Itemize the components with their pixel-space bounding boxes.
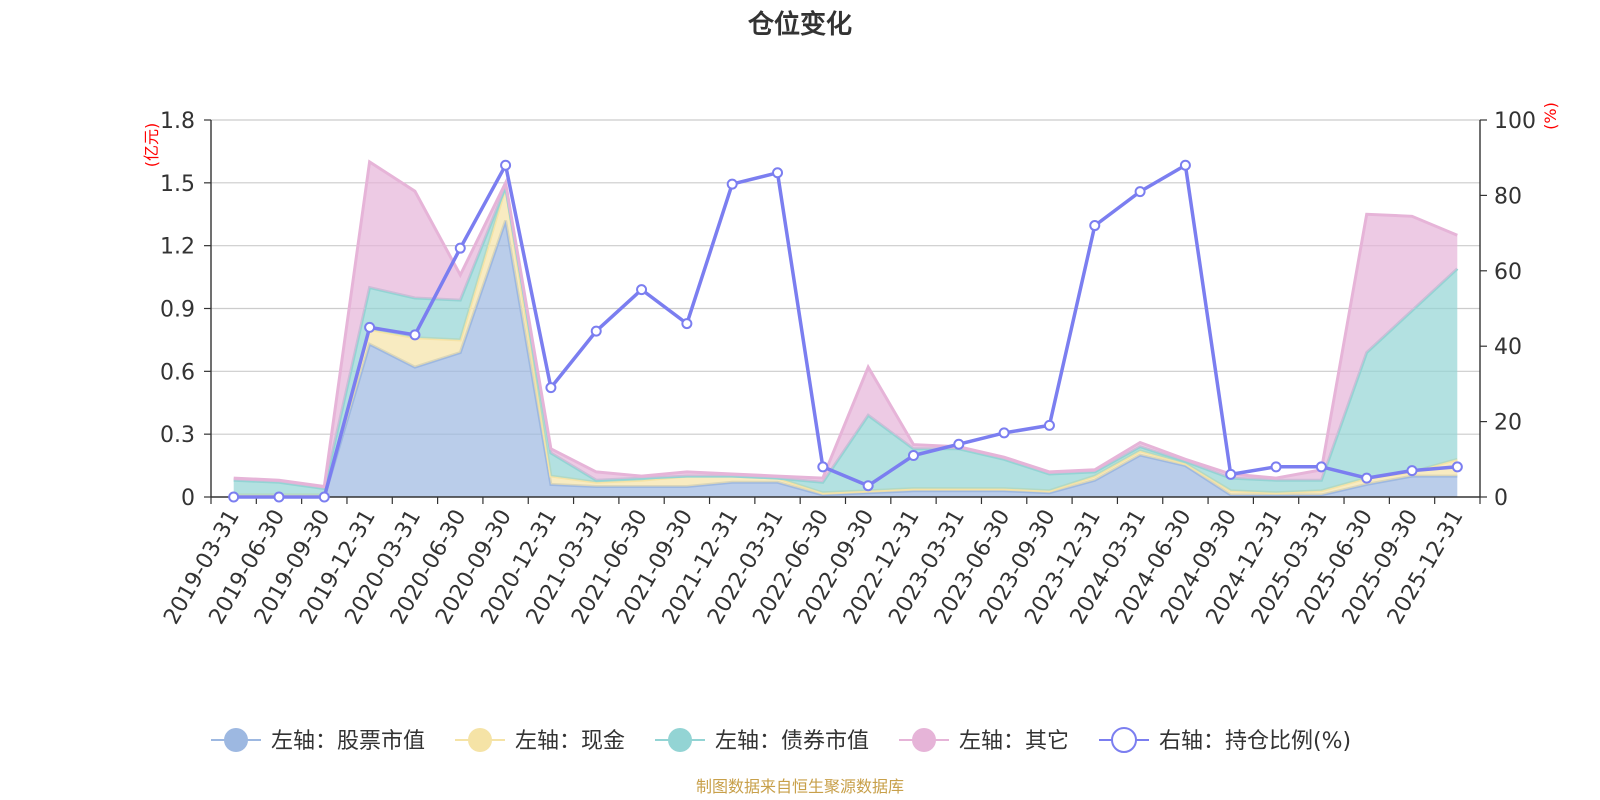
legend-label: 左轴：债券市值 [715,729,869,754]
ratio-point [1089,220,1101,232]
left-axis-tick-label: 0 [181,486,195,511]
legend-circle-icon [224,728,248,752]
legend-label: 左轴：其它 [959,729,1069,754]
left-axis-tick-label: 0.9 [160,298,195,323]
area-左轴：债券市值 [233,187,1458,495]
ratio-point [1043,419,1055,431]
ratio-point [998,427,1010,439]
stacked-areas [233,159,1459,499]
legend-item[interactable]: 左轴：股票市值 [211,728,425,754]
legend-circle-icon [468,728,492,752]
ratio-point [364,321,376,333]
ratio-point [318,491,330,503]
ratio-point [409,329,421,341]
ratio-point [228,491,240,503]
ratio-point [1406,465,1418,477]
ratio-point [726,178,738,190]
ratio-point [862,480,874,492]
ratio-point [953,438,965,450]
ratio-point [545,382,557,394]
left-axis-tick-label: 1.5 [160,172,195,197]
right-axis-tick-label: 80 [1494,184,1522,209]
right-axis-tick-label: 40 [1494,335,1522,360]
legend-label: 左轴：股票市值 [271,729,425,754]
ratio-point [1134,186,1146,198]
legend-item[interactable]: 左轴：现金 [455,728,625,754]
right-axis-unit: (%) [1541,102,1560,130]
legend-item[interactable]: 左轴：债券市值 [655,728,869,754]
ratio-point [1315,461,1327,473]
legend[interactable]: 左轴：股票市值 左轴：现金 左轴：债券市值 左轴：其它 右轴：持仓比例(%) [211,727,1351,754]
ratio-point [1270,461,1282,473]
legend-item[interactable]: 右轴：持仓比例(%) [1099,727,1351,754]
legend-circle-icon [668,728,692,752]
ratio-point [907,450,919,462]
ratio-point [681,318,693,330]
legend-label: 左轴：现金 [515,729,625,754]
ratio-point [1451,461,1463,473]
right-axis-tick-label: 20 [1494,411,1522,436]
left-axis-tick-label: 0.6 [160,360,195,385]
left-axis-unit: (亿元) [142,123,161,168]
ratio-point [817,461,829,473]
position-ratio-line [228,159,1463,503]
ratio-point [500,159,512,171]
left-axis-tick-label: 1.2 [160,235,195,260]
right-axis-tick-label: 0 [1494,486,1508,511]
legend-item[interactable]: 左轴：其它 [899,728,1069,754]
left-axis-tick-label: 1.8 [160,109,195,134]
area-左轴：股票市值 [233,220,1458,497]
ratio-point [772,167,784,179]
ratio-point [1179,159,1191,171]
ratio-point [1225,468,1237,480]
ratio-point [590,325,602,337]
ratio-line-path [233,163,1458,499]
footer-source: 制图数据来自恒生聚源数据库 [696,777,904,796]
right-axis-tick-label: 60 [1494,260,1522,285]
left-axis-tick-label: 0.3 [160,423,195,448]
ratio-point [454,242,466,254]
right-axis-tick-label: 100 [1494,109,1536,134]
chart-title: 仓位变化 [747,9,852,40]
legend-hollow-circle-icon [1111,727,1137,753]
ratio-point [273,491,285,503]
legend-circle-icon [912,728,936,752]
ratio-point [636,284,648,296]
ratio-point [1361,472,1373,484]
area-edge-左轴：其它 [233,159,1458,489]
legend-label: 右轴：持仓比例(%) [1159,729,1351,754]
